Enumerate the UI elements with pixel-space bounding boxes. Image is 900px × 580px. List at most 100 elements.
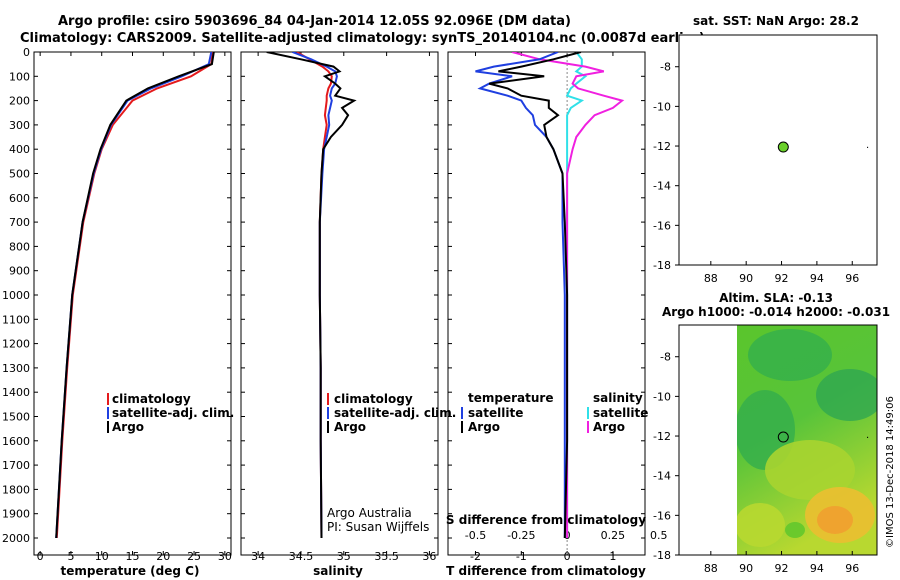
- map-y-tick-label: -12: [653, 430, 671, 443]
- legend-label-climatology: climatology: [334, 392, 413, 406]
- map-x-tick-label: 90: [739, 272, 753, 285]
- map-y-tick-label: -14: [653, 470, 671, 483]
- s-diff-tick-label: -0.5: [465, 529, 486, 542]
- depth-tick-label: 600: [9, 192, 30, 205]
- credit-line1: Argo Australia: [327, 506, 412, 520]
- depth-axis: 0 100 200 300 400 500 600 700 800 900 1000 1100 1200…: [2, 46, 645, 545]
- figure-title-line1: Argo profile: csiro 5903696_84 04-Jan-20…: [58, 14, 571, 29]
- sla-patch-peak: [817, 506, 853, 534]
- legend-label-climatology: climatology: [112, 392, 191, 406]
- map-y-tick-label: -10: [653, 100, 671, 113]
- map-x-tick-label: 90: [739, 562, 753, 575]
- x-tick-label: 0: [564, 550, 571, 563]
- depth-tick-label: 1100: [2, 313, 30, 326]
- sla-patch-low-north: [748, 329, 832, 381]
- x-tick-label: -1: [516, 550, 527, 563]
- depth-tick-label: 2000: [2, 532, 30, 545]
- x-tick-label: -2: [470, 550, 481, 563]
- t-difference-x-axis: -2 -1 0 1: [470, 52, 616, 563]
- sst-map-axes: 88 90 92 94 96 -8 -10 -12 -14 -16 -18: [653, 61, 859, 285]
- depth-tick-label: 400: [9, 143, 30, 156]
- salinity-lines: [266, 52, 357, 539]
- map-y-tick-label: -8: [660, 351, 671, 364]
- series-line-salinity-satellite: [565, 52, 588, 538]
- x-tick-label: 34.5: [289, 550, 314, 563]
- sla-heatmap: [737, 325, 877, 555]
- steric-height-title: Argo h1000: -0.014 h2000: -0.031: [662, 305, 890, 319]
- sla-patch-southwest: [737, 503, 785, 547]
- legend-label-satellite: satellite-adj. clim.: [112, 406, 234, 420]
- temperature-panel-frame: [33, 51, 232, 556]
- map-x-tick-label: 94: [810, 562, 824, 575]
- series-line-argo: [266, 52, 357, 539]
- map-x-tick-label: 96: [845, 562, 859, 575]
- depth-tick-label: 1600: [2, 435, 30, 448]
- x-tick-label: 15: [126, 550, 140, 563]
- x-tick-label: 36: [422, 550, 436, 563]
- map-x-tick-label: 88: [704, 272, 718, 285]
- x-tick-label: 5: [67, 550, 74, 563]
- sla-map-border: [678, 324, 878, 556]
- map-edge-mark: ·: [866, 143, 869, 154]
- sst-map-frame: [678, 34, 878, 266]
- map-y-tick-label: -16: [653, 219, 671, 232]
- series-line-temperature-argo: [488, 52, 582, 539]
- temperature-lines: [55, 52, 215, 539]
- s-diff-tick-label: 0.25: [601, 529, 626, 542]
- float-position-marker: [777, 431, 789, 443]
- depth-tick-label: 700: [9, 216, 30, 229]
- map-x-tick-label: 94: [810, 272, 824, 285]
- legend-label-argo: Argo: [334, 420, 366, 434]
- sla-map-axes: 88 90 92 94 96 -8 -10 -12 -14 -16 -18: [653, 351, 859, 575]
- depth-tick-label: 900: [9, 265, 30, 278]
- sst-map-markers: ·: [777, 141, 869, 154]
- depth-tick-label: 1400: [2, 386, 30, 399]
- float-position-marker: [777, 141, 789, 153]
- salinity-legend: climatology satellite-adj. clim. Argo: [327, 392, 456, 434]
- x-tick-label: 10: [95, 550, 109, 563]
- difference-panel-frame: [447, 51, 646, 556]
- series-line-climatology: [55, 52, 214, 539]
- x-tick-label: 1: [609, 550, 616, 563]
- sla-patch-low-east: [816, 369, 877, 421]
- depth-tick-label: 1500: [2, 410, 30, 423]
- depth-tick-label: 1300: [2, 362, 30, 375]
- x-tick-label: 30: [218, 550, 232, 563]
- depth-tick-label: 300: [9, 119, 30, 132]
- sla-patch-mid: [765, 440, 855, 500]
- depth-tick-label: 100: [9, 70, 30, 83]
- map-y-tick-label: -14: [653, 180, 671, 193]
- x-tick-label: 35: [337, 550, 351, 563]
- series-line-temperature-satellite: [475, 52, 566, 538]
- series-line-satellite-adj-clim-: [292, 52, 338, 539]
- s-diff-tick-label: -0.25: [507, 529, 535, 542]
- sla-title: Altim. SLA: -0.13: [719, 291, 833, 305]
- depth-tick-label: 500: [9, 167, 30, 180]
- depth-tick-label: 1800: [2, 483, 30, 496]
- legend-label-t-satellite: satellite: [468, 406, 523, 420]
- series-line-satellite-adj-clim-: [55, 52, 213, 539]
- legend-header-salinity: salinity: [593, 391, 643, 405]
- map-y-tick-label: -12: [653, 140, 671, 153]
- credit-line2: PI: Susan Wijffels: [327, 520, 429, 534]
- depth-tick-label: 1200: [2, 338, 30, 351]
- salinity-panel-frame: [240, 51, 439, 556]
- series-line-argo: [55, 52, 215, 539]
- salinity-axis-label: salinity: [313, 564, 363, 578]
- map-x-tick-label: 92: [775, 272, 789, 285]
- difference-lines: [475, 52, 625, 555]
- depth-tick-label: 0: [23, 46, 30, 59]
- map-y-tick-label: -18: [653, 259, 671, 272]
- map-x-tick-label: 88: [704, 562, 718, 575]
- map-y-tick-label: -18: [653, 549, 671, 562]
- s-difference-axis: -0.5 -0.25 0 0.25 0.5: [465, 529, 668, 542]
- map-y-tick-label: -10: [653, 390, 671, 403]
- salinity-x-axis: 34 34.5 35 35.5 36: [251, 52, 436, 563]
- depth-tick-label: 1000: [2, 289, 30, 302]
- difference-legend: temperature satellite Argo salinity sate…: [461, 391, 648, 434]
- legend-label-satellite: satellite-adj. clim.: [334, 406, 456, 420]
- legend-label-s-argo: Argo: [593, 420, 625, 434]
- depth-tick-label: 1700: [2, 459, 30, 472]
- temperature-legend: climatology satellite-adj. clim. Argo: [107, 392, 234, 434]
- temperature-axis-label: temperature (deg C): [61, 564, 200, 578]
